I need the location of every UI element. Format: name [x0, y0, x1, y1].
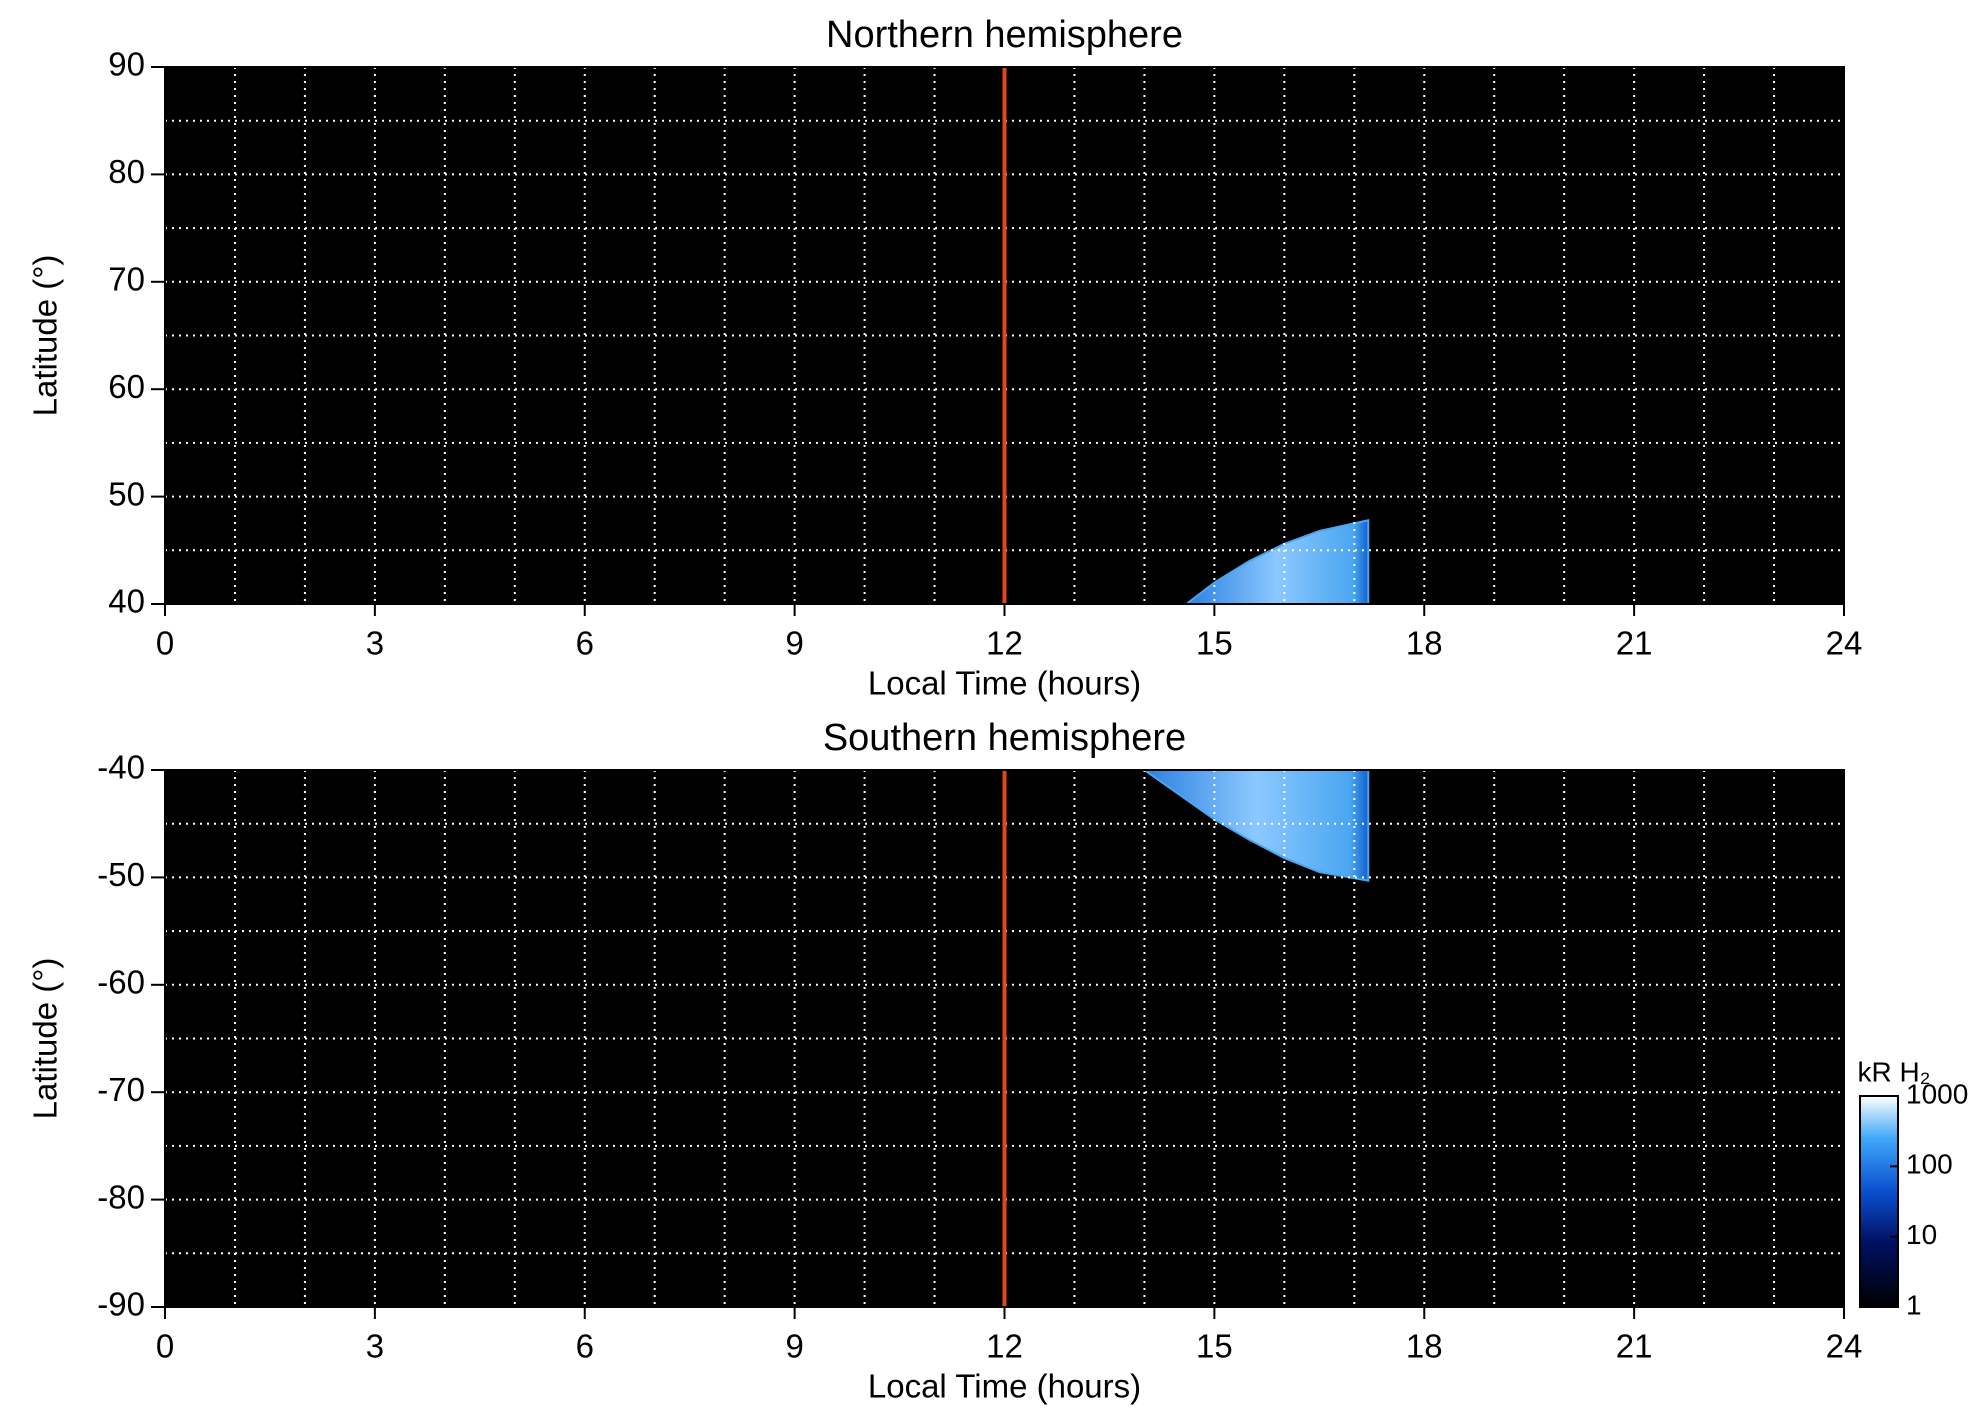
- y-tick-label: -60: [97, 964, 145, 1001]
- y-tick-label: 50: [108, 475, 145, 512]
- colorbar-label: kR H₂: [1857, 1056, 1930, 1087]
- x-tick-label: 6: [576, 1328, 594, 1365]
- x-axis-label: Local Time (hours): [868, 1368, 1141, 1405]
- y-tick-label: -80: [97, 1178, 145, 1215]
- x-tick-label: 21: [1616, 1328, 1653, 1365]
- x-axis-label: Local Time (hours): [868, 665, 1141, 702]
- x-tick-label: 24: [1826, 625, 1863, 662]
- x-tick-label: 12: [986, 1328, 1023, 1365]
- colorbar-tick-label: 100: [1906, 1149, 1953, 1180]
- y-axis-label: Latitude (°): [27, 255, 64, 417]
- colorbar-tick-label: 1: [1906, 1289, 1922, 1320]
- x-tick-label: 0: [156, 625, 174, 662]
- y-axis-label: Latitude (°): [27, 958, 64, 1120]
- x-tick-label: 21: [1616, 625, 1653, 662]
- y-tick-label: -70: [97, 1071, 145, 1108]
- y-tick-label: -40: [97, 749, 145, 786]
- chart-title: Northern hemisphere: [826, 14, 1183, 56]
- x-tick-label: 6: [576, 625, 594, 662]
- chart-title: Southern hemisphere: [823, 717, 1186, 759]
- x-tick-label: 3: [366, 625, 384, 662]
- x-tick-label: 0: [156, 1328, 174, 1365]
- y-tick-label: 40: [108, 583, 145, 620]
- x-tick-label: 12: [986, 625, 1023, 662]
- y-tick-label: 60: [108, 368, 145, 405]
- y-tick-label: -90: [97, 1286, 145, 1323]
- x-tick-label: 15: [1196, 625, 1233, 662]
- y-tick-label: -50: [97, 856, 145, 893]
- x-tick-label: 18: [1406, 1328, 1443, 1365]
- emission-region: [1141, 769, 1370, 882]
- x-tick-label: 3: [366, 1328, 384, 1365]
- x-tick-label: 15: [1196, 1328, 1233, 1365]
- y-tick-label: 90: [108, 46, 145, 83]
- colorbar-tick-label: 1000: [1906, 1078, 1968, 1109]
- x-tick-label: 9: [785, 1328, 803, 1365]
- colorbar: [1859, 1095, 1899, 1308]
- y-tick-label: 80: [108, 153, 145, 190]
- x-tick-label: 24: [1826, 1328, 1863, 1365]
- x-tick-label: 9: [785, 625, 803, 662]
- y-tick-label: 70: [108, 261, 145, 298]
- emission-region: [1183, 518, 1370, 605]
- x-tick-label: 18: [1406, 625, 1443, 662]
- colorbar-tick-label: 10: [1906, 1219, 1937, 1250]
